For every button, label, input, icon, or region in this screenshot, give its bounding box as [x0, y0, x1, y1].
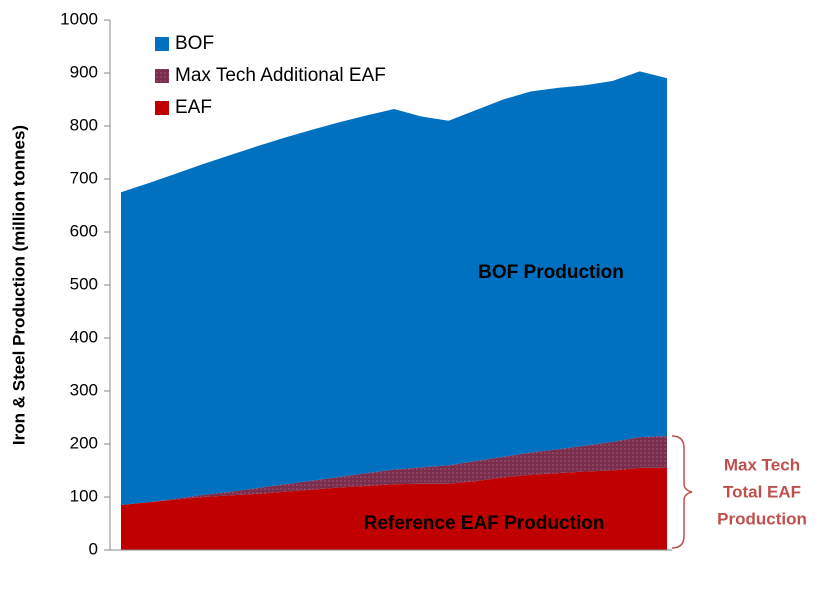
- legend-label: EAF: [175, 97, 212, 118]
- y-tick-label: 0: [89, 539, 98, 558]
- y-tick-label: 1000: [60, 9, 98, 28]
- annotation: BOF Production: [478, 262, 624, 283]
- y-tick-label: 300: [70, 380, 98, 399]
- y-tick-label: 800: [70, 115, 98, 134]
- y-axis-label: Iron & Steel Production (million tonnes): [9, 125, 28, 445]
- y-tick-label: 500: [70, 274, 98, 293]
- y-tick-label: 100: [70, 486, 98, 505]
- area: [121, 436, 667, 505]
- y-tick-label: 200: [70, 433, 98, 452]
- area: [121, 467, 667, 550]
- legend-swatch: [155, 69, 169, 83]
- legend-label: Max Tech Additional EAF: [175, 65, 386, 86]
- bracket: [671, 435, 693, 549]
- area: [121, 71, 667, 505]
- annotation: Production: [717, 509, 807, 528]
- legend-label: BOF: [175, 33, 214, 54]
- y-tick-label: 600: [70, 221, 98, 240]
- legend-swatch: [155, 101, 169, 115]
- y-tick-label: 700: [70, 168, 98, 187]
- y-tick-label: 900: [70, 62, 98, 81]
- annotation: Total EAF: [723, 482, 801, 501]
- plot-area: [121, 71, 667, 550]
- annotation: Max Tech: [724, 455, 800, 474]
- legend-swatch: [155, 37, 169, 51]
- y-tick-label: 400: [70, 327, 98, 346]
- annotation: Reference EAF Production: [364, 513, 605, 534]
